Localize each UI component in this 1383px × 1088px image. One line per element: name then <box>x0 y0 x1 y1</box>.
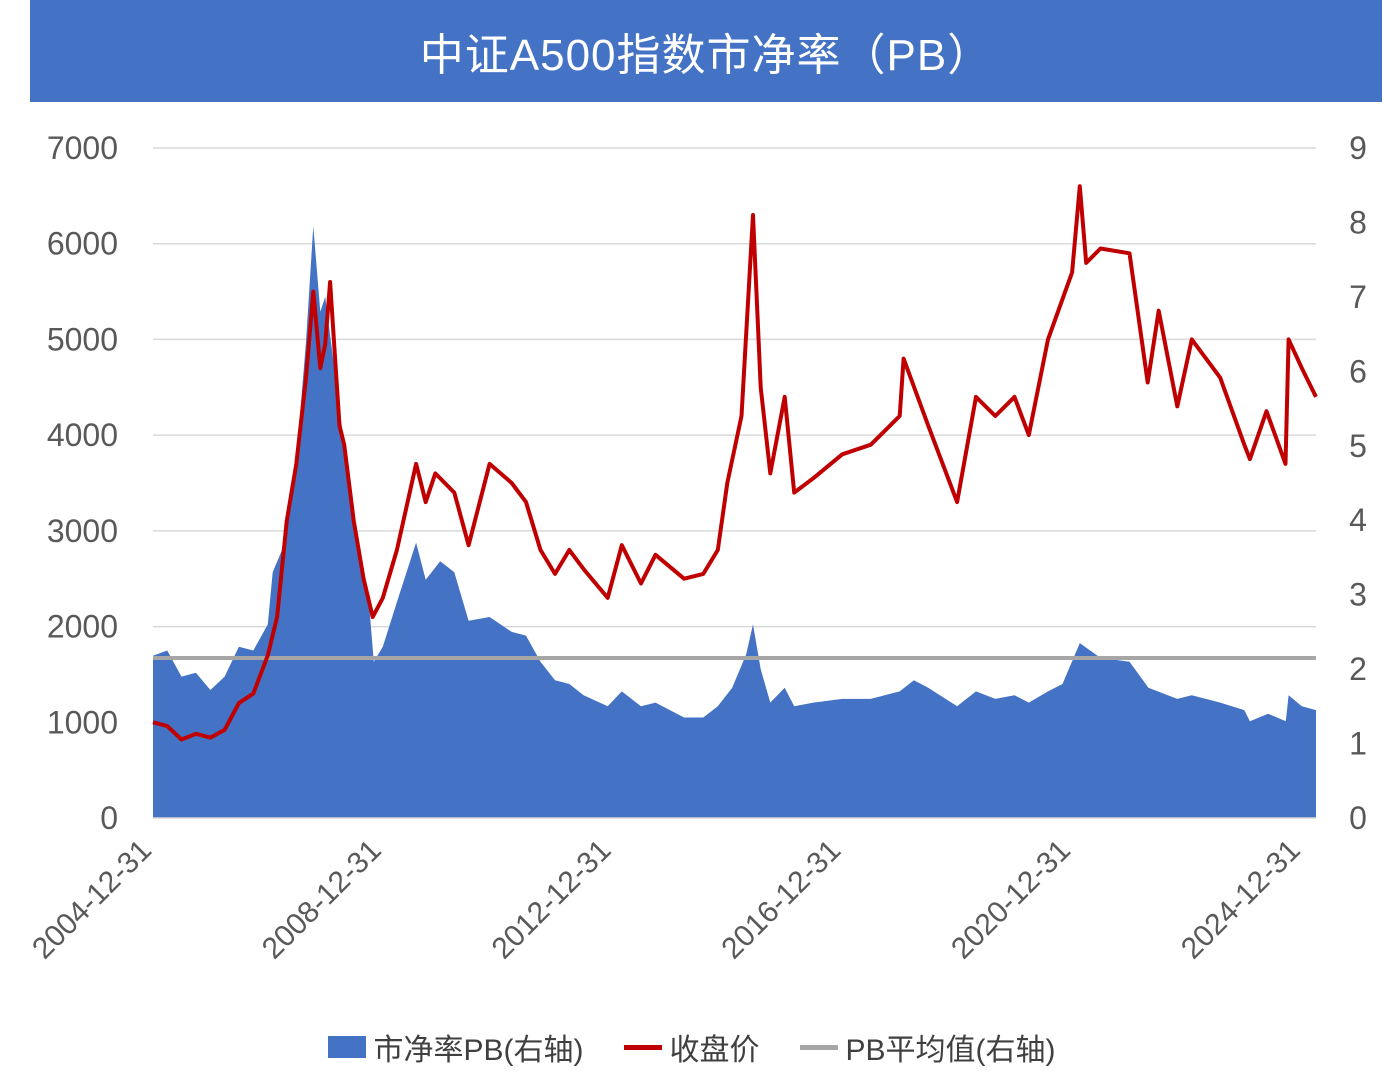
y-left-tick-label: 4000 <box>47 417 118 453</box>
pb-area <box>153 226 1316 818</box>
y-left-tick-label: 3000 <box>47 513 118 549</box>
right-axis: 0 1 2 3 4 5 6 7 8 9 <box>1349 130 1367 836</box>
y-right-tick-label: 7 <box>1349 279 1367 315</box>
y-right-tick-label: 5 <box>1349 428 1367 464</box>
pb-area-layer <box>153 226 1316 818</box>
legend-swatch-avg <box>799 1044 838 1050</box>
y-right-tick-label: 3 <box>1349 577 1367 613</box>
x-tick-label: 2008-12-31 <box>256 834 388 966</box>
x-tick-label: 2012-12-31 <box>486 834 618 966</box>
x-tick-label: 2020-12-31 <box>945 834 1077 966</box>
y-right-tick-label: 2 <box>1349 651 1367 687</box>
legend-swatch-pb <box>327 1036 366 1058</box>
chart-canvas: 0 1000 2000 3000 4000 5000 6000 7000 0 1 2 3 4 5 6 7 8 9… <box>26 130 1367 966</box>
legend-label-pb: 市净率PB(右轴) <box>373 1034 584 1067</box>
legend-label-close: 收盘价 <box>669 1034 760 1067</box>
legend-item-avg: PB平均值(右轴) <box>799 1025 1056 1069</box>
close-price-layer <box>152 184 1318 742</box>
x-axis: 2004-12-31 2008-12-31 2012-12-31 2016-12-31… <box>26 817 1316 966</box>
y-right-tick-label: 8 <box>1349 204 1367 240</box>
legend: 市净率PB(右轴) 收盘价 PB平均值(右轴) <box>0 1022 1383 1072</box>
y-left-tick-label: 0 <box>100 800 118 836</box>
y-right-tick-label: 0 <box>1349 800 1367 836</box>
y-left-tick-label: 2000 <box>47 609 118 645</box>
x-tick-label: 2016-12-31 <box>715 834 847 966</box>
chart-title-bar: 中证A500指数市净率（PB） <box>30 0 1382 102</box>
x-tick-label: 2024-12-31 <box>1175 834 1307 966</box>
y-right-tick-label: 9 <box>1349 130 1367 166</box>
y-left-tick-label: 6000 <box>47 226 118 262</box>
y-left-tick-label: 5000 <box>47 321 118 357</box>
y-right-tick-label: 1 <box>1349 726 1367 762</box>
close-price-line <box>152 184 1318 742</box>
y-left-tick-label: 1000 <box>47 704 118 740</box>
chart-title: 中证A500指数市净率（PB） <box>419 31 993 80</box>
legend-item-close: 收盘价 <box>623 1025 760 1069</box>
legend-swatch-close <box>623 1044 662 1050</box>
x-tick-label: 2004-12-31 <box>26 834 158 966</box>
left-axis: 0 1000 2000 3000 4000 5000 6000 7000 <box>47 130 118 836</box>
y-right-tick-label: 6 <box>1349 353 1367 389</box>
y-right-tick-label: 4 <box>1349 502 1367 538</box>
legend-item-pb: 市净率PB(右轴) <box>327 1025 584 1069</box>
y-left-tick-label: 7000 <box>47 130 118 166</box>
legend-label-avg: PB平均值(右轴) <box>845 1034 1056 1067</box>
